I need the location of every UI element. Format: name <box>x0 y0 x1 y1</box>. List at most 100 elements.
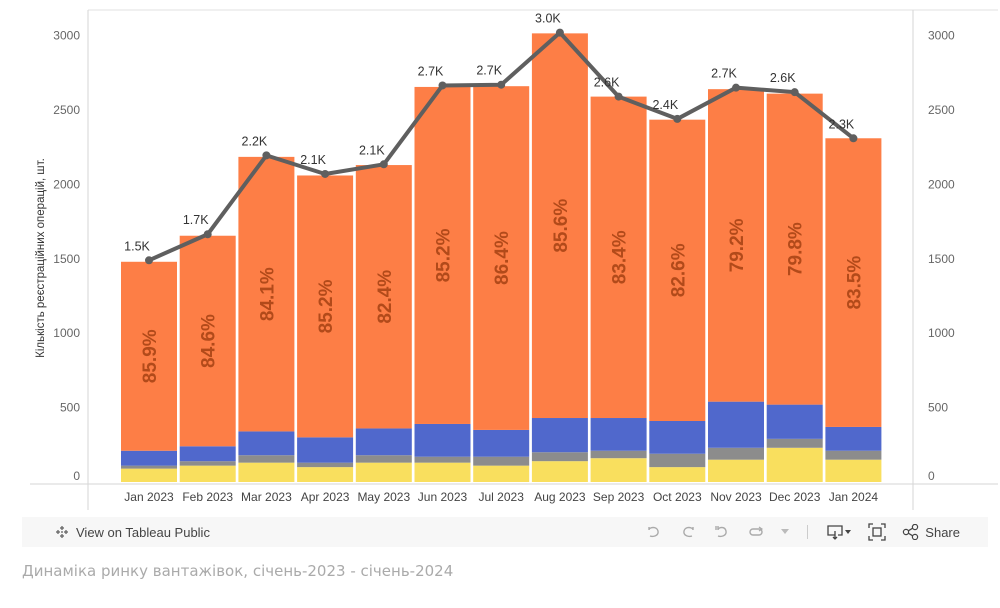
x-tick-label: Mar 2023 <box>241 490 292 504</box>
bar-segment-yellow <box>590 458 647 482</box>
bar-segment-orange <box>121 261 177 451</box>
download-button[interactable] <box>818 517 860 547</box>
line-point-label: 1.7K <box>183 213 209 227</box>
y-tick-label: 2500 <box>53 103 80 117</box>
x-tick-label: Oct 2023 <box>653 490 702 504</box>
bar-segment-gray <box>649 453 706 468</box>
bar-segment-gray <box>297 462 354 468</box>
line-point-label: 2.3K <box>829 117 855 131</box>
right-y-tick-label: 0 <box>928 469 935 483</box>
bar-segment-orange <box>825 138 882 427</box>
chart-caption: Динаміка ринку вантажівок, січень-2023 -… <box>22 562 454 580</box>
bar-segment-gray <box>473 456 530 466</box>
refresh-dropdown-button[interactable] <box>773 517 797 547</box>
bar-segment-orange <box>708 89 764 402</box>
line-point <box>203 230 212 239</box>
bar-segment-orange <box>649 119 706 421</box>
percent-label: 85.6% <box>551 199 572 253</box>
view-on-tableau-label: View on Tableau Public <box>76 524 210 540</box>
line-point-label: 2.2K <box>242 134 268 148</box>
bar-segment-blue <box>473 429 530 457</box>
percent-label: 79.2% <box>727 218 748 272</box>
line-point <box>849 134 858 143</box>
revert-button[interactable] <box>705 517 739 547</box>
line-point <box>790 88 799 97</box>
fullscreen-button[interactable] <box>860 517 894 547</box>
x-tick-label: Apr 2023 <box>301 490 350 504</box>
bar-segment-gray <box>414 456 471 463</box>
line-point <box>438 81 447 90</box>
redo-icon <box>683 526 694 538</box>
line-point-label: 2.7K <box>711 67 737 81</box>
percent-label: 79.8% <box>786 222 807 276</box>
right-y-tick-label: 2000 <box>928 177 955 191</box>
bar-segment-blue <box>179 446 236 462</box>
tableau-logo-icon <box>56 526 68 538</box>
x-tick-label: May 2023 <box>357 490 410 504</box>
percent-label: 85.2% <box>434 228 455 282</box>
bar-segment-orange <box>473 86 530 430</box>
chart: 85.9% 84.6% 84.1% 85.2% 82.4% 85.2% 86.4% 85.6%… <box>30 9 998 510</box>
download-icon <box>827 525 852 540</box>
bar-segment-blue <box>649 420 706 454</box>
line-point-label: 2.6K <box>594 76 620 90</box>
x-tick-label: Feb 2023 <box>182 490 233 504</box>
y-tick-label: 1500 <box>53 252 80 266</box>
undo-button[interactable] <box>637 517 671 547</box>
percent-label: 84.1% <box>257 267 278 321</box>
line-point-label: 2.6K <box>770 71 796 85</box>
share-button[interactable]: Share <box>894 517 968 547</box>
x-tick-label: Jul 2023 <box>479 490 525 504</box>
x-tick-label: Aug 2023 <box>534 490 586 504</box>
bar-segment-orange <box>590 96 647 419</box>
line-point-label: 2.1K <box>300 153 326 167</box>
line-point <box>321 169 330 178</box>
bar-segment-blue <box>531 418 588 453</box>
bar-segment-gray <box>708 447 764 460</box>
bar-segment-yellow <box>649 467 706 482</box>
redo-button[interactable] <box>671 517 705 547</box>
view-on-tableau-button[interactable]: View on Tableau Public <box>54 524 210 540</box>
percent-label: 84.6% <box>199 314 220 368</box>
bar-segment-yellow <box>825 459 882 482</box>
bar-segment-blue <box>590 418 647 451</box>
bar-segment-gray <box>238 455 295 463</box>
bar-segment-yellow <box>179 465 236 482</box>
share-label: Share <box>925 524 960 540</box>
y-tick-label: 500 <box>60 401 80 415</box>
line-point-label: 3.0K <box>535 12 561 26</box>
percent-label: 83.4% <box>610 230 631 284</box>
undo-icon <box>648 526 660 538</box>
bar-segment-blue <box>708 401 764 448</box>
bar-segment-orange <box>414 86 471 424</box>
bar-segment-orange <box>297 175 354 438</box>
bar-segment-blue <box>297 437 354 463</box>
right-y-tick-label: 500 <box>928 401 948 415</box>
fullscreen-icon <box>868 523 886 541</box>
bar-segment-orange <box>179 235 236 447</box>
bar-segment-gray <box>766 438 823 448</box>
bar-segment-orange <box>766 93 823 405</box>
bar-segment-gray <box>825 450 882 460</box>
bar-segment-gray <box>355 455 412 463</box>
x-tick-label: Nov 2023 <box>710 490 762 504</box>
bar-segment-yellow <box>531 461 588 482</box>
line-point <box>145 256 153 265</box>
bar-segment-yellow <box>297 467 354 482</box>
right-y-tick-label: 2500 <box>928 103 955 117</box>
refresh-button[interactable] <box>739 517 773 547</box>
bar-segment-gray <box>590 450 647 459</box>
bar-segment-orange <box>531 33 588 419</box>
line-point-label: 1.5K <box>124 239 150 253</box>
x-tick-label: Jan 2024 <box>829 490 879 504</box>
line-point-label: 2.7K <box>418 64 444 78</box>
toolbar-divider <box>807 525 809 539</box>
bar-segment-yellow <box>766 447 823 482</box>
y-tick-label: 2000 <box>53 177 80 191</box>
x-tick-label: Jan 2023 <box>124 490 174 504</box>
bar-segment-yellow <box>414 462 471 482</box>
bar-segment-yellow <box>238 462 295 482</box>
line-point <box>262 151 271 160</box>
x-tick-label: Sep 2023 <box>593 490 645 504</box>
line-point <box>379 160 388 169</box>
